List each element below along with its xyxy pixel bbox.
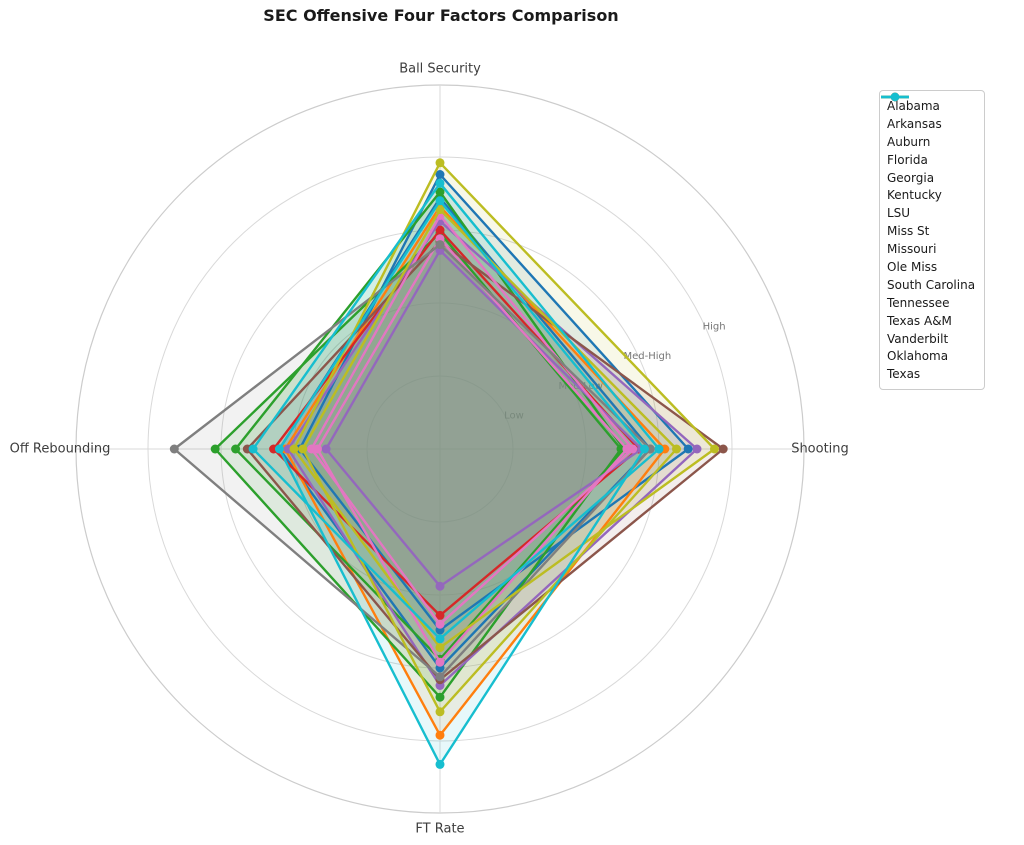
legend-label-auburn: Auburn <box>887 134 931 149</box>
series-fill-kentucky <box>273 230 639 616</box>
marker-vanderbilt-ball-security <box>435 205 445 215</box>
marker-auburn-ft-rate <box>435 730 445 740</box>
axis-labels: Ball Security Shooting FT Rate Off Reboundi… <box>10 62 849 837</box>
radial-tick-label-low: Low <box>504 411 524 422</box>
marker-miss-st-shooting <box>692 444 702 454</box>
legend-marker-dot <box>890 92 900 102</box>
legend-item-ole-miss: Ole Miss <box>881 92 975 276</box>
series-fill-tennessee <box>174 244 651 677</box>
series-lines <box>169 158 728 769</box>
legend-swatch-texas <box>881 92 909 102</box>
marker-kentucky-ft-rate <box>435 610 445 620</box>
series-fill-auburn <box>285 206 665 736</box>
legend-item-missouri: Missouri <box>881 92 975 258</box>
legend-label-georgia: Georgia <box>887 170 935 185</box>
chart-title: SEC Offensive Four Factors Comparison <box>263 6 619 25</box>
radial-tick-label-high: High <box>703 321 726 332</box>
legend-item-arkansas: Arkansas <box>881 92 975 133</box>
marker-lsu-ft-rate <box>435 581 445 591</box>
marker-texas-a-m-ft-rate <box>435 643 445 653</box>
legend-item-florida: Florida <box>881 92 975 169</box>
legend-label-arkansas: Arkansas <box>887 116 942 131</box>
legend-item-texas-a-m: Texas A&M <box>881 92 975 330</box>
marker-tennessee-ball-security <box>435 240 445 250</box>
legend-label-south-carolina: South Carolina <box>887 277 976 292</box>
series-fill-georgia <box>215 232 621 698</box>
marker-florida-ball-security <box>435 187 445 197</box>
axis-label-off-rebounding: Off Rebounding <box>10 442 111 457</box>
legend-label-tennessee: Tennessee <box>887 295 950 310</box>
marker-oklahoma-off-rebounding <box>248 444 258 454</box>
marker-vanderbilt-ft-rate <box>435 707 445 717</box>
marker-tennessee-ft-rate <box>435 672 445 682</box>
marker-south-carolina-ft-rate <box>435 657 445 667</box>
axis-label-ft-rate: FT Rate <box>415 822 464 837</box>
axis-label-ball-security: Ball Security <box>399 62 481 77</box>
legend-label-vanderbilt: Vanderbilt <box>887 331 949 346</box>
legend-label-florida: Florida <box>887 152 928 167</box>
legend-label-alabama: Alabama <box>887 98 940 113</box>
marker-texas-ft-rate <box>435 759 445 769</box>
marker-vanderbilt-shooting <box>672 444 681 454</box>
legend-item-oklahoma: Oklahoma <box>881 92 975 365</box>
marker-texas-a-m-shooting <box>710 444 719 454</box>
legend: Alabama Arkansas Auburn Florida Georgia Kentu… <box>879 90 986 391</box>
marker-texas-ball-security <box>435 196 445 206</box>
marker-alabama-shooting <box>683 444 693 454</box>
marker-alabama-ball-security <box>435 170 445 179</box>
marker-georgia-ft-rate <box>435 692 445 702</box>
legend-item-kentucky: Kentucky <box>881 92 975 204</box>
marker-georgia-off-rebounding <box>210 444 220 454</box>
legend-item-south-carolina: South Carolina <box>881 92 976 294</box>
marker-vanderbilt-off-rebounding <box>298 444 308 454</box>
legend-label-texas-a-m: Texas A&M <box>887 313 952 328</box>
marker-florida-off-rebounding <box>231 444 241 454</box>
series-texas <box>274 196 649 769</box>
legend-item-texas: Texas <box>881 92 975 383</box>
marker-texas-a-m-ball-security <box>435 158 445 168</box>
marker-tennessee-off-rebounding <box>169 444 179 454</box>
legend-item-miss-st: Miss St <box>881 92 975 240</box>
marker-kentucky-ball-security <box>435 225 445 235</box>
legend-label-lsu: LSU <box>887 206 911 221</box>
series-fill-texas <box>279 200 645 765</box>
legend-item-georgia: Georgia <box>881 92 975 187</box>
series-fill-south-carolina <box>317 238 627 663</box>
marker-texas-off-rebounding <box>274 444 284 454</box>
legend-label-ole-miss: Ole Miss <box>887 259 938 274</box>
legend-label-kentucky: Kentucky <box>887 188 942 203</box>
legend-label-missouri: Missouri <box>887 242 937 257</box>
series-oklahoma <box>248 178 664 644</box>
marker-south-carolina-shooting <box>622 444 632 454</box>
series-vanderbilt <box>298 205 681 717</box>
marker-south-carolina-off-rebounding <box>312 444 322 454</box>
marker-oklahoma-shooting <box>654 444 664 454</box>
axis-label-shooting: Shooting <box>791 442 849 457</box>
marker-missouri-shooting <box>718 444 728 454</box>
marker-texas-a-m-off-rebounding <box>289 444 299 454</box>
legend-label-miss-st: Miss St <box>887 224 930 239</box>
marker-oklahoma-ft-rate <box>435 634 445 644</box>
legend-item-tennessee: Tennessee <box>881 92 975 312</box>
legend-label-oklahoma: Oklahoma <box>887 349 949 364</box>
marker-lsu-off-rebounding <box>321 444 331 454</box>
series-tennessee <box>169 240 655 682</box>
marker-ole-miss-ft-rate <box>435 619 445 629</box>
series-texas-a-m <box>289 158 719 653</box>
radial-tick-label-med-high: Med-High <box>624 351 672 362</box>
legend-item-vanderbilt: Vanderbilt <box>881 92 975 348</box>
marker-oklahoma-ball-security <box>435 178 445 188</box>
marker-texas-shooting <box>639 444 649 454</box>
legend-label-texas: Texas <box>887 367 921 382</box>
legend-item-auburn: Auburn <box>881 92 975 151</box>
legend-item-lsu: LSU <box>881 92 975 222</box>
